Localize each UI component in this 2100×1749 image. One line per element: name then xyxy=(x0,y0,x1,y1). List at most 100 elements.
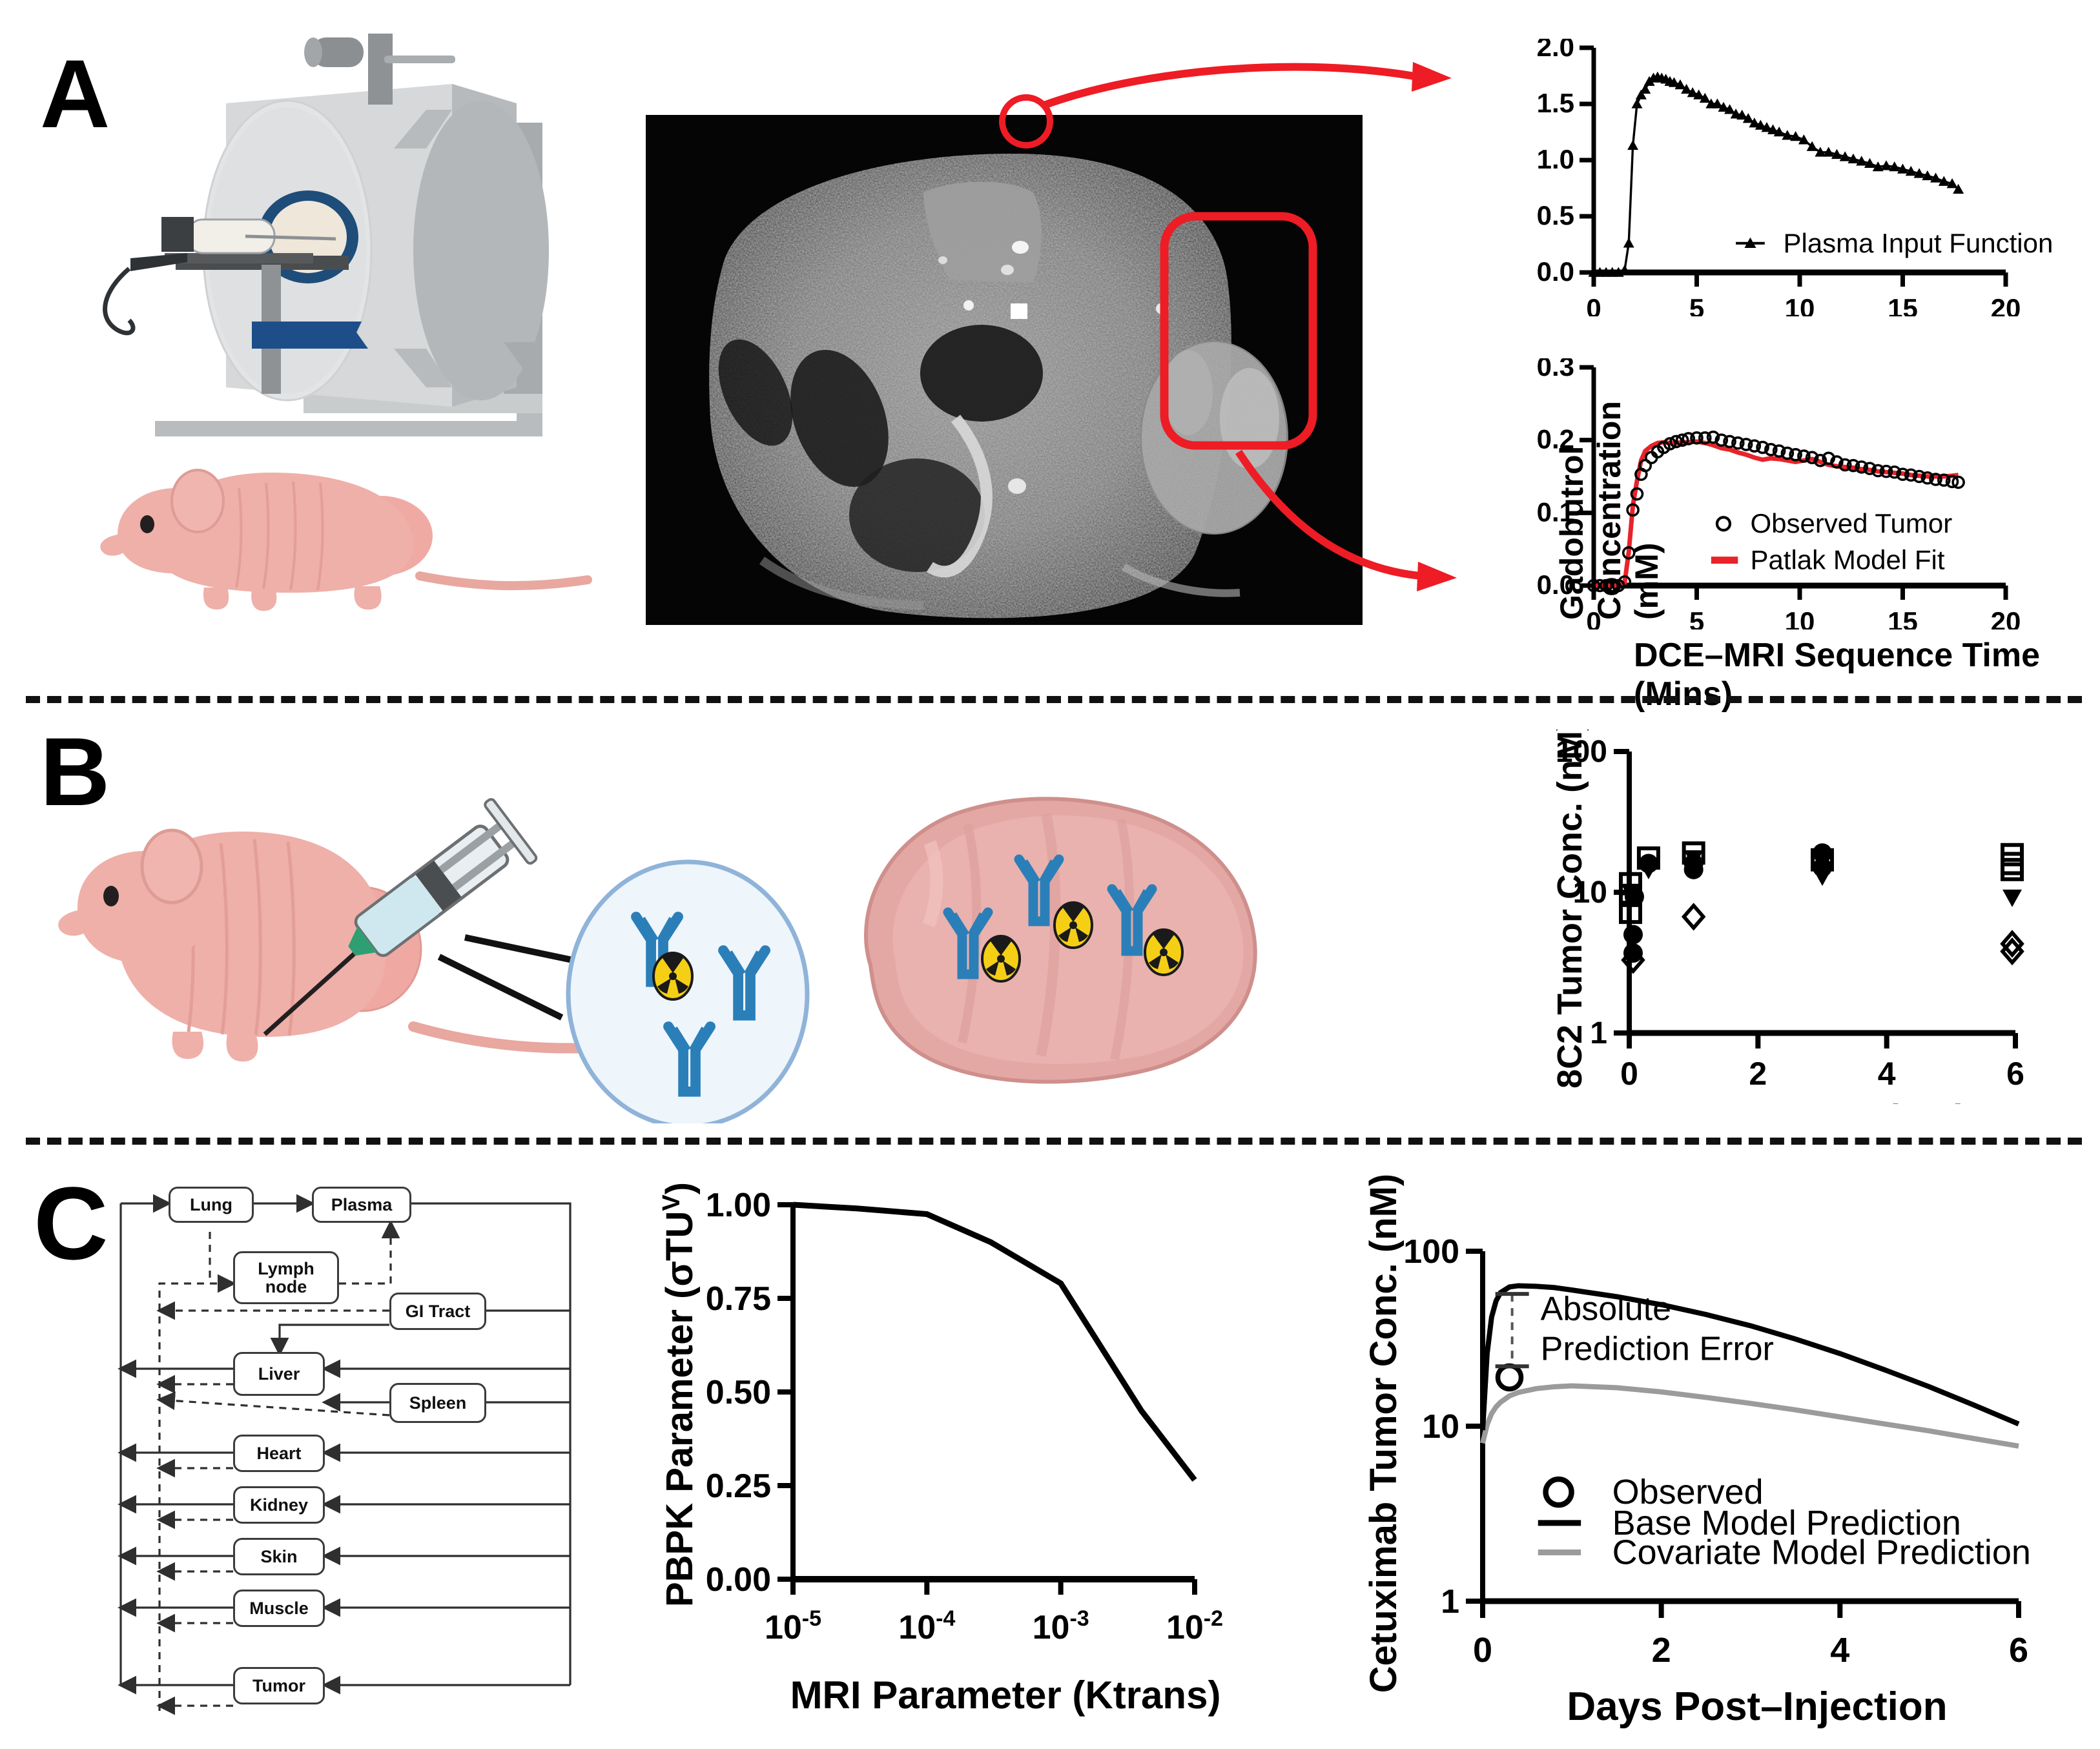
data-marker xyxy=(1782,130,1793,140)
pbpk-box-kidney: Kidney xyxy=(233,1486,325,1524)
data-marker xyxy=(1773,127,1785,137)
data-marker xyxy=(1761,122,1773,132)
data-marker xyxy=(1772,444,1786,458)
data-marker xyxy=(1638,458,1652,473)
data-marker xyxy=(1880,160,1892,170)
legend-label: Base Model Prediction xyxy=(1612,1504,1961,1542)
data-marker xyxy=(1756,440,1769,455)
x-tick-label: 10-2 xyxy=(1166,1606,1223,1646)
tumor-chart-svg: 0.0 0.1 0.2 0.3 0 5 10 15 20 Observed Tumor Patla… xyxy=(1537,358,2021,629)
data-marker xyxy=(1913,168,1925,178)
x-tick-label: 15 xyxy=(1888,606,1918,629)
data-marker xyxy=(1675,433,1689,447)
y-tick-label: 0.3 xyxy=(1537,358,1574,382)
x-tick-label: 10-4 xyxy=(898,1606,955,1646)
data-marker xyxy=(1640,83,1651,94)
gadobutrol-axis-label-text: Gadobutrol Concentration (mM) xyxy=(1554,401,1665,620)
data-marker xyxy=(2001,857,2024,881)
pbpk-label-lymph-line1: Lymph xyxy=(258,1258,314,1278)
data-marker xyxy=(1736,109,1748,120)
data-marker xyxy=(1855,460,1868,474)
y-tick-label: 0.5 xyxy=(1537,200,1574,230)
y-tick-label: 100 xyxy=(1556,735,1607,769)
legend-label: Patlak Model Fit xyxy=(1750,545,1944,575)
data-marker xyxy=(1764,443,1778,456)
x-tick-label: 15 xyxy=(1888,293,1918,316)
series-line xyxy=(1480,1383,2019,1449)
data-marker xyxy=(1621,946,1645,974)
data-marker xyxy=(1755,119,1766,130)
series-line xyxy=(1480,1283,2020,1431)
pbpk-box-plasma: Plasma xyxy=(312,1187,411,1223)
radioactive-glyph xyxy=(981,935,1021,983)
data-marker xyxy=(1863,462,1877,475)
x-axis-label: Days Post–Injection xyxy=(1663,1097,2007,1104)
x-tick-label: 0 xyxy=(1586,606,1601,629)
data-marker xyxy=(1848,153,1859,164)
cetuximab-tumor-concentration-chart: 1 10 100 0 2 4 6 Absolute Prediction Error Obse… xyxy=(1356,1175,2079,1730)
pbpk-box-lung: Lung xyxy=(169,1187,254,1223)
panel-letter-a: A xyxy=(40,39,110,148)
data-marker xyxy=(1706,430,1720,444)
data-marker xyxy=(1605,578,1619,593)
y-tick-label: 0.1 xyxy=(1537,496,1574,527)
data-marker xyxy=(1683,859,1704,879)
y-axis-label: PBPK Parameter (σTUV) xyxy=(658,1182,701,1607)
data-marker xyxy=(1929,473,1942,486)
pbpk-arrows xyxy=(118,1194,571,1715)
x-tick-label: 0 xyxy=(1586,293,1601,316)
data-marker xyxy=(1619,265,1631,275)
data-marker xyxy=(1739,438,1753,451)
panel-divider-b-c xyxy=(26,1138,2082,1145)
sensitivity-chart-svg: 0.00 0.25 0.50 0.75 1.00 10-5 10-4 10-3 10-2 PBP… xyxy=(658,1182,1223,1717)
data-marker xyxy=(1635,89,1647,99)
data-marker xyxy=(1543,1476,1574,1508)
pbpk-label-liver: Liver xyxy=(258,1364,300,1384)
data-marker xyxy=(2000,930,2024,958)
data-marker xyxy=(1668,77,1680,87)
data-marker xyxy=(1896,467,1910,481)
data-marker xyxy=(1742,113,1754,123)
x-tick-label: 4 xyxy=(1830,1631,1849,1670)
plasma-input-function-chart: 0.0 0.5 1.0 1.5 2.0 0 5 10 15 20 Plasma Input Fun… xyxy=(1537,39,2073,316)
data-marker xyxy=(1623,943,1643,963)
data-marker xyxy=(1587,578,1601,593)
x-tick-label: 0 xyxy=(1473,1631,1492,1670)
data-marker xyxy=(1797,449,1811,463)
data-marker xyxy=(1767,124,1779,134)
x-tick-label: 10-3 xyxy=(1033,1606,1089,1646)
data-marker xyxy=(1599,578,1613,593)
data-marker xyxy=(1879,464,1893,478)
data-marker xyxy=(1681,903,1706,931)
legend-label: Observed xyxy=(1612,1473,1764,1511)
y-tick-label: 1.5 xyxy=(1537,88,1574,118)
y-axis-label: 8C2 Tumor Conc. (nM) xyxy=(1553,730,1589,1089)
data-marker xyxy=(1871,464,1885,478)
data-marker xyxy=(1623,925,1643,945)
data-marker xyxy=(1682,432,1696,445)
data-marker xyxy=(1945,475,1959,489)
data-marker xyxy=(1904,468,1918,482)
dce-mri-time-axis-label: DCE–MRI Sequence Time (Mins) xyxy=(1634,637,2041,713)
data-marker xyxy=(1864,158,1875,169)
data-marker xyxy=(1806,141,1818,151)
data-marker xyxy=(1749,118,1760,128)
pbpk-label-heart: Heart xyxy=(256,1443,302,1463)
data-marker xyxy=(1690,431,1704,445)
data-marker xyxy=(1798,134,1809,145)
x-tick-label: 5 xyxy=(1689,606,1704,629)
data-marker xyxy=(1838,458,1852,472)
annotation-line2: Prediction Error xyxy=(1541,1331,1774,1368)
y-tick-label: 100 xyxy=(1403,1233,1459,1271)
data-marker xyxy=(1912,469,1926,484)
x-tick-label: 20 xyxy=(1991,293,2021,316)
data-marker xyxy=(1693,89,1705,99)
data-marker xyxy=(1872,161,1884,172)
data-marker xyxy=(1813,868,1832,886)
data-marker xyxy=(1888,465,1902,479)
pbpk-box-heart: Heart xyxy=(233,1435,325,1472)
data-marker xyxy=(1698,431,1712,445)
y-tick-label: 1.00 xyxy=(706,1187,771,1224)
data-marker xyxy=(1889,161,1900,172)
data-marker xyxy=(1715,516,1732,532)
